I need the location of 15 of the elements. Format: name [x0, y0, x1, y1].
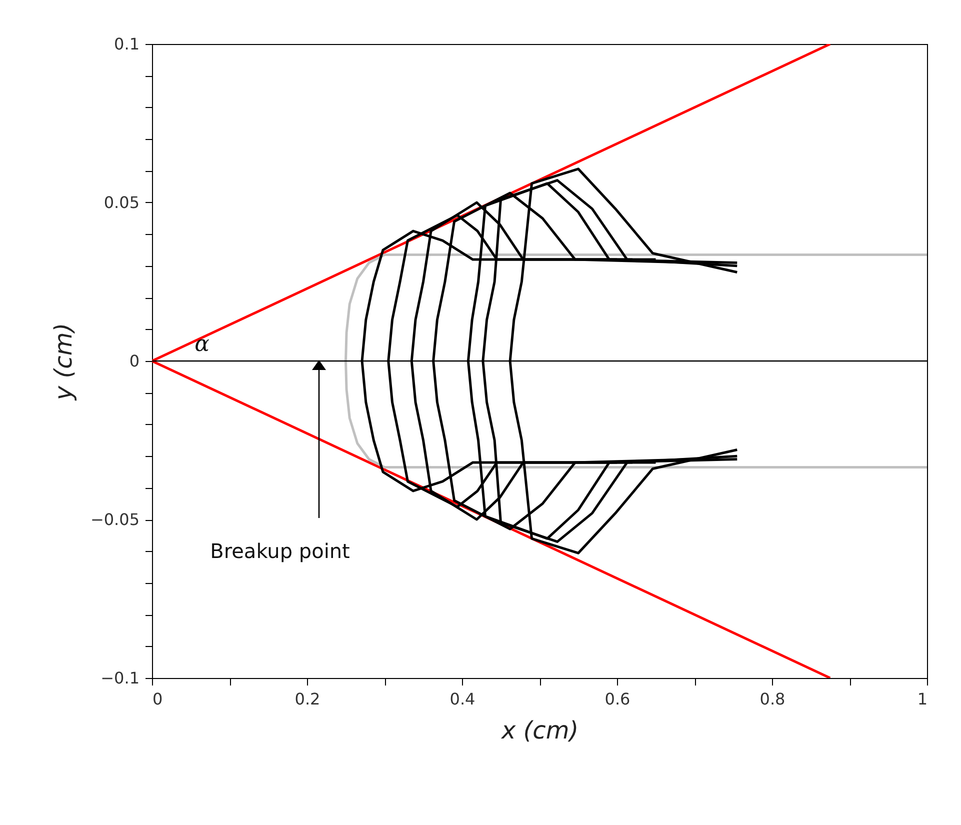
- x-tick-label: 0.4: [450, 690, 476, 708]
- y-axis-title: y (cm): [49, 322, 78, 402]
- y-tick-label: 0.05: [104, 193, 140, 212]
- y-tick-label: −0.1: [100, 668, 140, 688]
- x-tick-label: 1: [917, 690, 928, 708]
- x-tick-label: 0.2: [294, 690, 320, 708]
- x-tick-label: 0: [152, 690, 163, 708]
- x-axis-title: x (cm): [500, 716, 579, 744]
- y-tick-label: −0.05: [90, 510, 140, 529]
- x-tick-label: 0.8: [760, 690, 786, 708]
- y-tick-label: 0.1: [114, 34, 140, 54]
- y-tick-label: 0: [129, 352, 140, 370]
- x-tick-label: 0.6: [604, 690, 630, 708]
- annotation: α: [194, 332, 210, 357]
- annotation: Breakup point: [210, 539, 350, 563]
